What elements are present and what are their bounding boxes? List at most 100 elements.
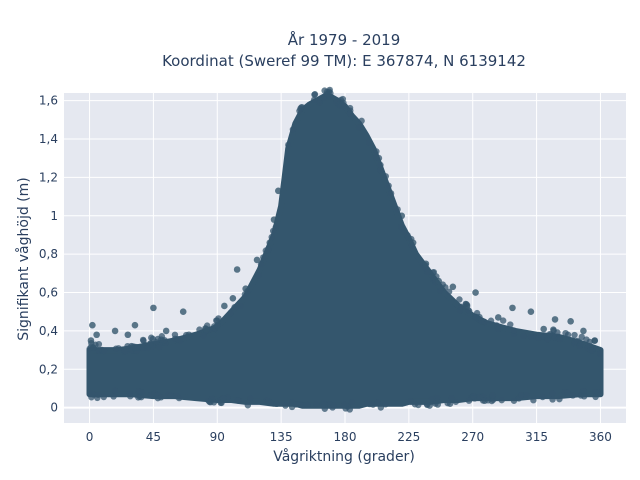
data-point-outlier: [551, 316, 559, 323]
data-point-outlier: [580, 327, 587, 335]
data-point: [407, 397, 414, 405]
data-point: [578, 333, 585, 341]
data-point: [99, 347, 107, 355]
data-point: [210, 399, 218, 406]
y-tick-label: 0,4: [39, 324, 58, 338]
data-point: [149, 343, 156, 350]
data-point-outlier: [233, 266, 241, 273]
data-point: [456, 296, 463, 303]
data-point-outlier: [422, 260, 430, 268]
data-point: [234, 397, 241, 404]
data-point: [448, 394, 455, 402]
data-point: [282, 402, 289, 409]
data-point-outlier: [162, 327, 170, 335]
data-point-outlier: [591, 337, 599, 344]
y-tick-label: 1,2: [39, 170, 58, 184]
data-point: [167, 392, 175, 399]
data-point-outlier: [449, 283, 457, 291]
data-point: [247, 394, 254, 402]
y-tick-label: 1: [50, 209, 58, 223]
data-point: [174, 335, 181, 343]
data-point: [127, 393, 134, 400]
data-point: [346, 406, 353, 413]
data-point: [335, 101, 342, 109]
data-point-outlier: [540, 325, 547, 333]
data-point: [196, 326, 203, 333]
data-point: [213, 322, 221, 329]
data-point: [579, 387, 587, 395]
data-point: [520, 332, 527, 340]
data-point: [115, 345, 122, 352]
data-point: [577, 341, 584, 349]
data-point: [549, 396, 556, 403]
data-point: [539, 393, 546, 401]
data-point: [498, 396, 505, 404]
data-point: [159, 337, 166, 344]
data-point: [311, 91, 318, 98]
data-point: [556, 335, 564, 343]
data-point: [304, 401, 311, 409]
data-point-outlier: [150, 304, 157, 312]
x-tick-label: 315: [525, 430, 548, 444]
data-point: [569, 392, 577, 399]
data-point: [346, 110, 354, 117]
x-tick-label: 135: [270, 430, 293, 444]
data-point: [507, 321, 514, 328]
data-point: [596, 350, 603, 357]
data-point: [564, 389, 571, 396]
data-point-outlier: [131, 321, 139, 329]
y-tick-label: 0,2: [39, 362, 58, 376]
data-point-outlier: [229, 294, 237, 302]
data-point: [488, 397, 496, 405]
data-point: [424, 401, 431, 409]
data-point: [313, 400, 320, 408]
data-point: [237, 302, 244, 310]
data-point: [255, 272, 262, 279]
data-point: [139, 345, 147, 352]
data-point-outlier: [494, 314, 502, 321]
data-point: [365, 139, 373, 146]
data-point-outlier: [567, 318, 574, 325]
data-point: [154, 394, 162, 402]
data-point: [452, 398, 460, 405]
data-point: [321, 401, 328, 408]
data-point: [470, 393, 477, 400]
y-tick-label: 1,6: [39, 94, 58, 108]
data-point-outlier: [209, 331, 217, 339]
data-point: [518, 391, 525, 399]
data-point: [366, 400, 373, 408]
data-point: [556, 395, 563, 403]
data-point: [377, 161, 384, 169]
data-point-outlier: [93, 331, 100, 339]
data-point: [377, 404, 385, 411]
x-axis-ticks: 0 45 90 135 180 225 270 315 360: [86, 430, 612, 444]
data-point: [433, 394, 441, 401]
data-point: [94, 394, 101, 402]
data-point: [268, 233, 275, 241]
data-point: [580, 393, 588, 400]
data-point: [220, 395, 227, 402]
data-point-outlier: [509, 304, 516, 312]
data-point: [156, 344, 163, 351]
x-tick-label: 225: [397, 430, 420, 444]
data-point: [466, 307, 473, 315]
data-point-outlier: [242, 285, 249, 292]
data-point-outlier: [111, 327, 119, 335]
data-point: [377, 166, 384, 174]
data-point-outlier: [266, 239, 274, 246]
data-point: [272, 224, 279, 231]
data-point: [382, 173, 389, 180]
data-point: [175, 394, 183, 402]
data-point: [373, 148, 380, 155]
data-point-outlier: [185, 331, 193, 339]
data-point: [432, 400, 439, 407]
data-point: [465, 397, 473, 404]
data-point: [415, 401, 422, 409]
data-point: [138, 393, 145, 401]
plot-area: [64, 86, 626, 423]
data-point: [540, 333, 547, 340]
x-tick-label: 360: [589, 430, 612, 444]
y-tick-label: 0: [50, 401, 58, 415]
data-point-outlier: [463, 302, 471, 310]
